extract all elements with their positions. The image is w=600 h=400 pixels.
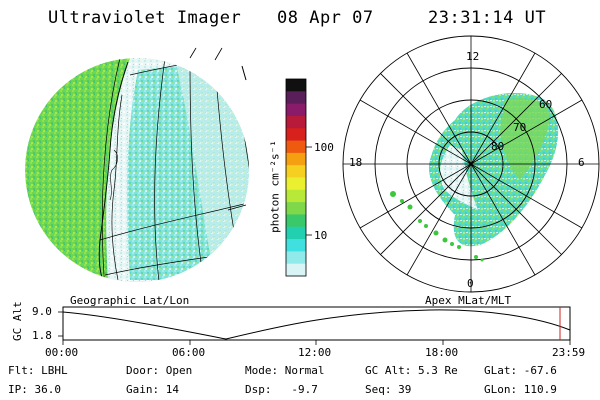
mlt-label-12: 12 (466, 50, 480, 63)
colorbar-segment (286, 239, 306, 252)
mlt-label-0: 0 (467, 277, 474, 290)
colorbar-unit-label: photon cm⁻²s⁻¹ (268, 140, 282, 233)
filter-info: Flt: LBHL (8, 364, 68, 377)
colorbar-segment (286, 165, 306, 178)
colorbar-segment (286, 103, 306, 117)
polar-plot (342, 35, 600, 293)
timeline-xtick-1800: 18:00 (425, 346, 459, 359)
date-label: 08 Apr 07 (277, 8, 374, 28)
colorbar-tick-10: 10 (314, 229, 328, 242)
colorbar-segment (286, 91, 306, 105)
altitude-timeline (58, 306, 571, 345)
glon-info: GLon: 110.9 (484, 383, 557, 396)
instrument-title: Ultraviolet Imager (48, 8, 242, 28)
colorbar-tick-100: 100 (314, 141, 334, 154)
colorbar-segment (286, 115, 306, 129)
dsp-info: Dsp: -9.7 (245, 383, 318, 396)
door-info: Door: Open (126, 364, 193, 377)
colorbar-segment (286, 263, 306, 277)
mode-info: Mode: Normal (245, 364, 325, 377)
time-label: 23:31:14 UT (428, 8, 547, 28)
timeline-xtick-0600: 06:00 (172, 346, 206, 359)
timeline-ytick-1-8: 1.8 (32, 329, 52, 342)
left-caption: Geographic Lat/Lon (70, 294, 190, 307)
mlt-label-18: 18 (349, 156, 363, 169)
colorbar-segment (286, 140, 306, 154)
colorbar-segment (286, 202, 306, 215)
mlat-label-70: 70 (513, 121, 527, 134)
colorbar-segment (286, 226, 306, 240)
colorbar-segment (286, 128, 306, 142)
timeline-xtick-2359: 23:59 (552, 346, 586, 359)
gain-info: Gain: 14 (126, 383, 179, 396)
mlt-label-6: 6 (578, 156, 585, 169)
colorbar (285, 78, 307, 277)
geographic-globe (25, 58, 249, 282)
mlat-label-60: 60 (539, 98, 553, 111)
mlat-label-80: 80 (491, 140, 505, 153)
glat-info: GLat: -67.6 (484, 364, 557, 377)
timeline-xtick-1200: 12:00 (298, 346, 332, 359)
colorbar-segment (286, 79, 306, 92)
gcalt-info: GC Alt: 5.3 Re (365, 364, 458, 377)
ip-info: IP: 36.0 (8, 383, 61, 396)
colorbar-segment (286, 214, 306, 228)
timeline-axis-label: GC Alt (11, 301, 24, 341)
timeline-ytick-9: 9.0 (32, 305, 52, 318)
colorbar-segment (286, 152, 306, 166)
colorbar-segment (286, 189, 306, 203)
timeline-xtick-0000: 00:00 (45, 346, 79, 359)
colorbar-segment (286, 251, 306, 265)
colorbar-segment (286, 177, 306, 191)
right-caption: Apex MLat/MLT (425, 294, 512, 307)
seq-info: Seq: 39 (365, 383, 412, 396)
